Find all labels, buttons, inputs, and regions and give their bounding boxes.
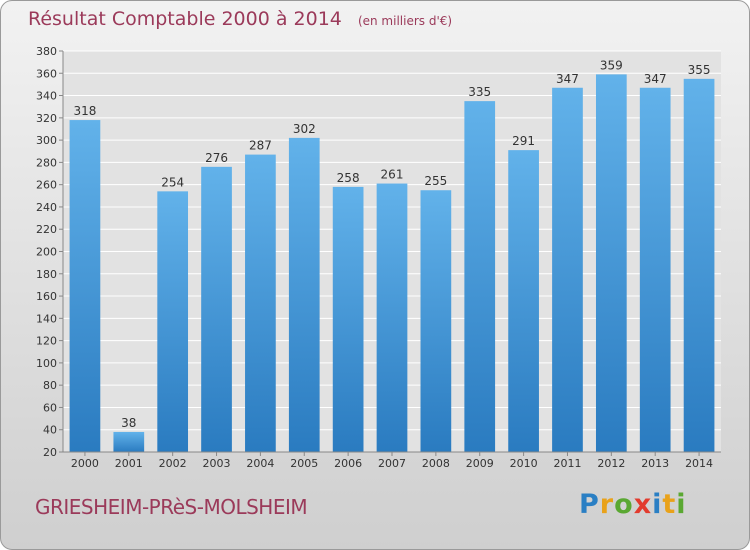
data-label: 276 [205,151,228,165]
x-tick-label: 2012 [597,457,625,470]
x-tick-label: 2009 [466,457,494,470]
y-tick-label: 180 [36,268,57,281]
data-label: 355 [688,63,711,77]
logo-letter: t [662,489,677,520]
data-label: 318 [73,104,96,118]
x-tick-label: 2005 [290,457,318,470]
data-label: 291 [512,134,535,148]
logo-letter: P [579,489,600,520]
data-label: 359 [600,58,623,72]
x-tick-label: 2007 [378,457,406,470]
x-tick-label: 2003 [203,457,231,470]
bar [201,166,232,452]
x-tick-label: 2002 [159,457,187,470]
bar [552,87,583,452]
x-tick-label: 2014 [685,457,713,470]
bar [595,74,627,453]
y-tick-label: 320 [36,112,57,125]
bar [332,186,364,452]
data-label: 302 [293,122,316,136]
y-tick-label: 240 [36,201,57,214]
data-label: 335 [468,85,491,99]
data-label: 261 [381,168,404,182]
y-tick-label: 40 [43,424,57,437]
bar [245,154,276,452]
logo-letter: i [676,489,687,520]
y-tick-label: 220 [36,223,57,236]
data-label: 38 [121,416,136,430]
x-tick-label: 2010 [510,457,538,470]
y-tick-label: 260 [36,179,57,192]
x-tick-label: 2008 [422,457,450,470]
y-tick-label: 20 [43,446,57,459]
bar [683,78,715,452]
y-tick-label: 300 [36,134,57,147]
data-label: 287 [249,139,272,153]
y-tick-label: 60 [43,401,57,414]
y-tick-label: 160 [36,290,57,303]
x-tick-label: 2011 [553,457,581,470]
bar [69,120,101,453]
chart-subtitle: (en milliers d'€) [357,14,453,28]
bar [639,87,671,452]
y-tick-label: 100 [36,357,57,370]
bar [420,190,452,452]
logo-letter: x [633,489,653,520]
logo-letter: r [599,489,615,520]
bar [508,150,539,452]
y-tick-label: 200 [36,246,57,259]
x-tick-label: 2006 [334,457,362,470]
bar [464,101,496,452]
x-tick-label: 2000 [71,457,99,470]
x-tick-label: 2001 [115,457,143,470]
y-tick-label: 360 [36,67,57,80]
data-label: 254 [161,175,184,189]
y-tick-label: 340 [36,90,57,103]
x-tick-label: 2004 [246,457,274,470]
bar [288,137,320,452]
logo-letter: o [614,489,634,520]
logo-letter: i [652,489,663,520]
data-label: 255 [424,174,447,188]
city-name: GRIESHEIM-PRèS-MOLSHEIM [35,495,308,519]
chart-title: Résultat Comptable 2000 à 2014 (en milli… [28,8,452,30]
data-label: 347 [556,72,579,86]
bar [157,191,189,452]
proxiti-logo[interactable]: Proxiti [579,489,687,520]
x-tick-label: 2013 [641,457,669,470]
bar [113,431,145,452]
data-label: 347 [644,72,667,86]
y-tick-label: 80 [43,379,57,392]
data-label: 258 [337,171,360,185]
bar [376,183,408,452]
y-tick-label: 120 [36,335,57,348]
y-tick-label: 140 [36,312,57,325]
y-tick-label: 280 [36,156,57,169]
y-tick-label: 380 [36,45,57,58]
chart-title-text: Résultat Comptable 2000 à 2014 [28,8,342,30]
